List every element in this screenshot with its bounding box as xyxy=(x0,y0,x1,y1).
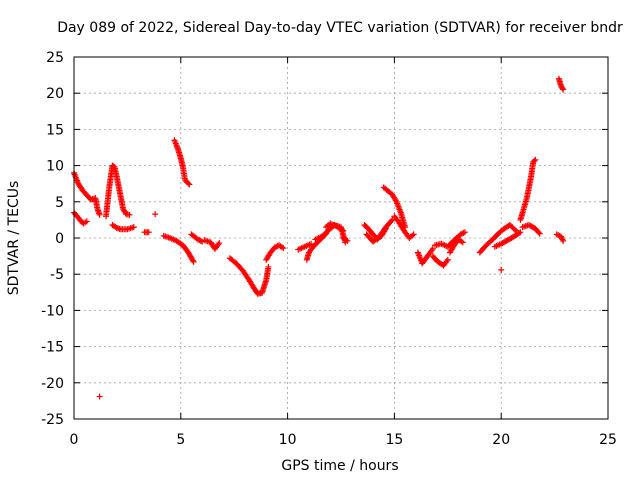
chart-title: Day 089 of 2022, Sidereal Day-to-day VTE… xyxy=(57,20,623,36)
data-series-segment xyxy=(498,266,505,273)
data-point xyxy=(216,240,223,247)
data-point xyxy=(498,266,505,273)
data-point xyxy=(444,256,451,263)
data-series-segment xyxy=(519,221,543,237)
data-point xyxy=(338,226,345,233)
data-point xyxy=(340,227,347,234)
data-point xyxy=(532,156,539,163)
data-point xyxy=(96,393,103,400)
data-series-segment xyxy=(446,236,466,256)
data-point xyxy=(83,218,90,225)
data-point xyxy=(461,229,468,236)
axis-ticks: 0 5 10 15 20 25 25 20 15 10 5 0 -5 -10 -15 -20 -25 xyxy=(41,50,617,448)
data-point xyxy=(280,245,287,252)
data-series-segment xyxy=(363,216,396,245)
y-tick-label: -20 xyxy=(41,376,64,392)
x-tick-label: 0 xyxy=(70,432,79,448)
data-point xyxy=(560,86,567,93)
data-series-segment xyxy=(226,255,272,297)
data-point xyxy=(531,157,538,164)
data-point xyxy=(535,229,542,236)
data-series-segment xyxy=(429,253,451,269)
data-series-segment xyxy=(160,232,197,265)
y-axis-label: SDTVAR / TECUs xyxy=(6,181,22,296)
y-tick-label: -15 xyxy=(41,340,64,356)
data-series-segment xyxy=(141,229,152,236)
data-series-segment xyxy=(71,169,103,218)
data-series-segment xyxy=(188,231,206,245)
data-series-segment xyxy=(263,242,287,263)
data-point xyxy=(186,181,193,188)
data-point xyxy=(185,180,192,187)
data-point xyxy=(559,85,566,92)
data-series-segment xyxy=(517,156,539,223)
x-axis-label: GPS time / hours xyxy=(281,458,398,474)
data-series-segment xyxy=(201,237,223,252)
x-tick-label: 5 xyxy=(176,432,185,448)
data-point xyxy=(429,245,436,252)
data-point xyxy=(265,263,272,270)
y-tick-label: 10 xyxy=(46,159,64,175)
data-point xyxy=(189,257,196,264)
data-point xyxy=(459,239,466,246)
data-point xyxy=(152,211,159,218)
data-series-segment xyxy=(391,213,417,241)
data-series-segment xyxy=(553,231,567,244)
data-point xyxy=(145,229,152,236)
y-tick-label: 25 xyxy=(46,50,64,66)
data-series-segment xyxy=(96,393,103,400)
data-series-segment xyxy=(71,209,90,227)
data-series-segment xyxy=(491,229,524,250)
data-point xyxy=(410,231,417,238)
y-tick-label: 5 xyxy=(55,195,64,211)
plot-frame xyxy=(73,56,609,420)
data-series-segment xyxy=(171,137,193,188)
x-tick-label: 25 xyxy=(599,432,617,448)
data-point xyxy=(516,230,523,237)
data-point xyxy=(190,258,197,265)
y-tick-label: 20 xyxy=(46,86,64,102)
y-tick-label: 0 xyxy=(55,231,64,247)
data-series-segment xyxy=(295,240,315,253)
x-tick-label: 20 xyxy=(492,432,510,448)
data-series-segment xyxy=(152,211,159,218)
x-tick-label: 15 xyxy=(385,432,403,448)
data-series-segment xyxy=(476,221,520,256)
y-tick-label: 15 xyxy=(46,122,64,138)
data-series-segment xyxy=(340,235,351,244)
data-point xyxy=(126,211,133,218)
x-tick-label: 10 xyxy=(279,432,297,448)
data-series-segment xyxy=(109,221,137,233)
data-series-segment xyxy=(323,220,347,234)
y-tick-label: -25 xyxy=(41,412,64,428)
data-point xyxy=(560,237,567,244)
data-point xyxy=(511,226,518,233)
data-point xyxy=(517,229,524,236)
data-point xyxy=(389,216,396,223)
data-series-segment xyxy=(414,245,436,267)
data-series-segment xyxy=(555,75,567,93)
data-points xyxy=(71,75,567,400)
data-point xyxy=(388,218,395,225)
data-point xyxy=(130,224,137,231)
data-point xyxy=(536,230,543,237)
data-point xyxy=(96,211,103,218)
y-tick-label: -5 xyxy=(50,267,64,283)
data-series-segment xyxy=(103,162,133,220)
data-point xyxy=(344,237,351,244)
y-tick-label: -10 xyxy=(41,303,64,319)
